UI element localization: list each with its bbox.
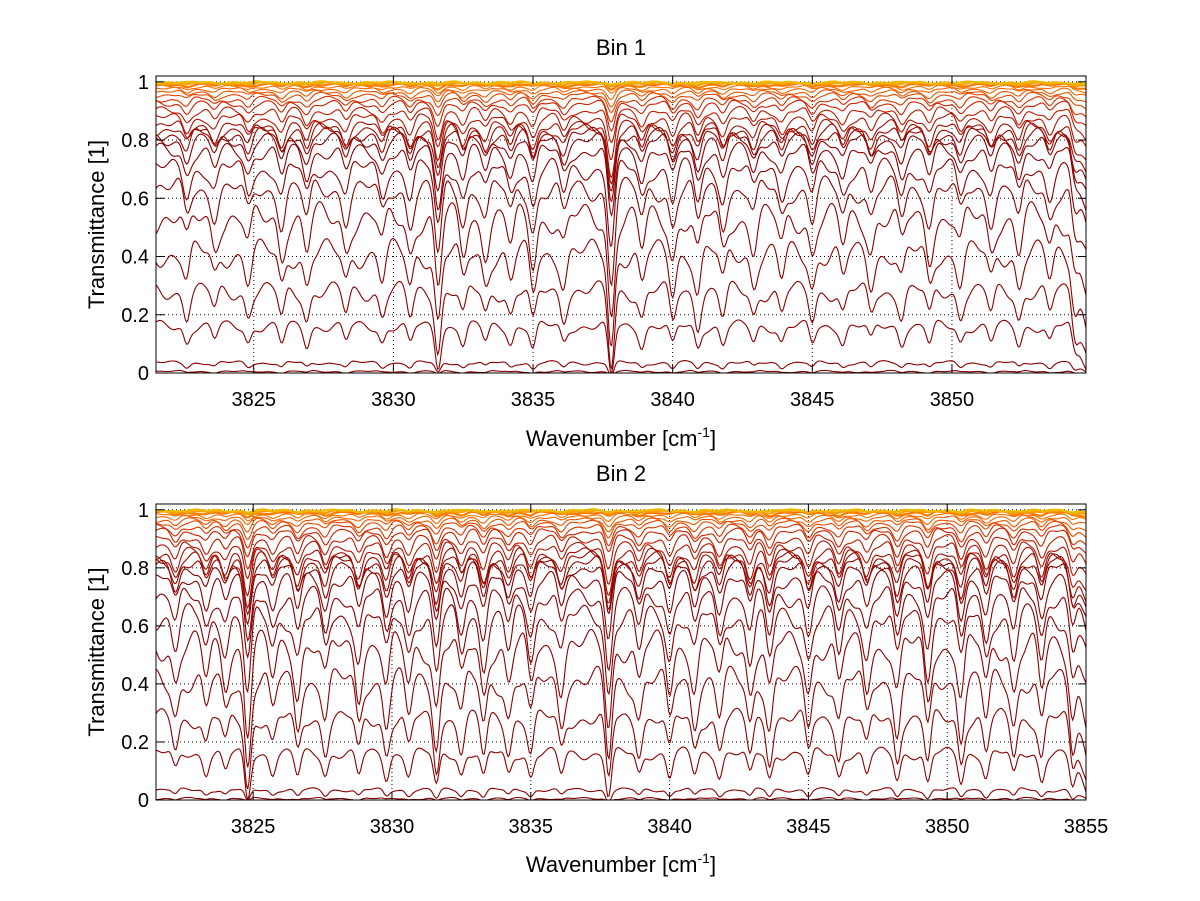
series-line <box>156 585 1086 672</box>
series-line <box>156 280 1086 371</box>
series-line <box>156 112 1086 161</box>
series-line <box>156 360 1086 373</box>
series-line <box>156 533 1086 570</box>
y-axis-label: Transmittance [1] <box>84 567 109 736</box>
series-line <box>156 746 1086 800</box>
y-tick-label: 0 <box>138 363 149 385</box>
chart-panel-bin-2: Bin 2 3825 3830 3835 3840 3845 3850 3855 0 0.2 0.4… <box>84 461 1108 877</box>
series-line <box>156 517 1086 533</box>
series-line <box>156 628 1086 739</box>
y-tick-label: 0.2 <box>121 732 149 754</box>
chart-title: Bin 1 <box>596 35 646 60</box>
y-tick-label: 0.8 <box>121 558 149 580</box>
series-line <box>156 118 1086 179</box>
y-tick-label: 1 <box>138 72 149 94</box>
series-line <box>156 99 1086 132</box>
axes-box <box>155 75 1087 374</box>
y-tick-label: 0.8 <box>121 130 149 152</box>
series-line <box>156 91 1086 114</box>
series-line <box>156 603 1086 696</box>
x-tick-label: 3835 <box>511 389 556 411</box>
x-tick-label: 3850 <box>925 816 970 838</box>
x-axis-label: Wavenumber [cm-1] <box>526 424 716 451</box>
series-line <box>156 95 1086 123</box>
series-line <box>156 508 1086 514</box>
series-line <box>156 86 1086 100</box>
series-group <box>156 80 1086 373</box>
series-line <box>156 200 1086 318</box>
series-line <box>156 122 1086 185</box>
x-tick-label: 3840 <box>647 816 692 838</box>
y-tick-label: 0.6 <box>121 616 149 638</box>
x-tick-label: 3830 <box>371 389 416 411</box>
series-line <box>156 569 1086 643</box>
series-line <box>156 514 1086 528</box>
series-line <box>156 559 1086 626</box>
series-line <box>156 540 1086 586</box>
series-line <box>156 84 1086 94</box>
series-line <box>156 523 1086 549</box>
y-tick-label: 0.6 <box>121 188 149 210</box>
series-line <box>156 126 1086 192</box>
y-tick-label: 0.2 <box>121 305 149 327</box>
x-axis-label: Wavenumber [cm-1] <box>526 850 716 877</box>
series-line <box>156 238 1086 347</box>
series-line <box>156 527 1086 558</box>
series-line <box>156 106 1086 144</box>
x-tick-label: 3825 <box>231 816 276 838</box>
grid <box>156 76 1086 373</box>
x-tick-label: 3825 <box>231 389 276 411</box>
series-line <box>156 89 1086 108</box>
y-tick-label: 1 <box>138 500 149 522</box>
series-line <box>156 707 1086 790</box>
series-line <box>156 141 1086 218</box>
axes-box <box>155 503 1087 801</box>
chart-panel-bin-1: Bin 1 3825 3830 3835 3840 3845 3850 0 0.2 0.4 0.6 0… <box>84 35 1087 451</box>
x-tick-label: 3830 <box>370 816 415 838</box>
series-line <box>156 550 1086 610</box>
series-line <box>156 157 1086 247</box>
series-line <box>156 319 1086 373</box>
x-tick-label: 3850 <box>930 389 975 411</box>
y-tick-label: 0.4 <box>121 674 149 696</box>
x-tick-label: 3845 <box>786 816 831 838</box>
series-line <box>156 665 1086 768</box>
y-axis-label: Transmittance [1] <box>84 140 109 309</box>
y-tick-label: 0 <box>138 790 149 812</box>
series-group <box>156 508 1086 800</box>
series-line <box>156 175 1086 287</box>
series-line <box>156 80 1086 86</box>
series-line <box>156 546 1086 597</box>
x-tick-label: 3835 <box>509 816 554 838</box>
series-line <box>156 519 1086 541</box>
y-tick-label: 0.4 <box>121 247 149 269</box>
series-line <box>156 787 1086 800</box>
chart-title: Bin 2 <box>596 461 646 486</box>
x-tick-label: 3855 <box>1064 816 1109 838</box>
x-tick-label: 3840 <box>650 389 695 411</box>
series-line <box>156 510 1086 519</box>
x-tick-label: 3845 <box>790 389 835 411</box>
